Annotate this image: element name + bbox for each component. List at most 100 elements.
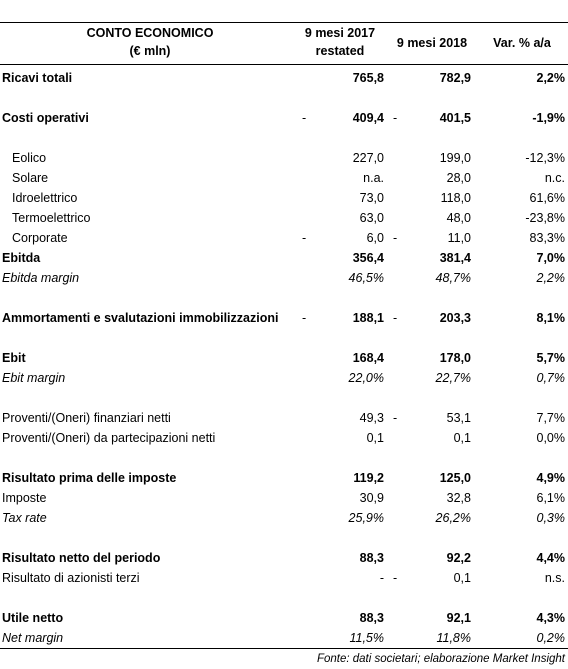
value-2017: 119,2 — [353, 471, 384, 485]
header-label: CONTO ECONOMICO — [86, 26, 214, 40]
value-2017: 11,5% — [349, 631, 384, 645]
value-var: -1,9% — [532, 111, 565, 125]
value-2017: 356,4 — [352, 251, 384, 265]
value-2018: 0,1 — [453, 571, 471, 585]
value-2018: 28,0 — [446, 171, 471, 185]
row-label: Utile netto — [2, 611, 64, 625]
value-var: -12,3% — [525, 151, 565, 165]
dash: - — [302, 231, 307, 245]
value-var: 0,0% — [536, 431, 566, 445]
value-2018: 401,5 — [439, 111, 471, 125]
value-var: 7,7% — [536, 411, 566, 425]
rule — [0, 22, 568, 23]
value-2018: 178,0 — [439, 351, 471, 365]
value-2017: 88,3 — [359, 551, 384, 565]
value-2017: 63,0 — [359, 211, 384, 225]
header-label: (€ mln) — [129, 44, 171, 58]
rule — [0, 64, 568, 65]
value-2018: 203,3 — [439, 311, 471, 325]
value-2017: 25,9% — [348, 511, 384, 525]
value-2018: 32,8 — [446, 491, 471, 505]
value-var: 4,9% — [536, 471, 566, 485]
row-label: Ebit — [2, 351, 26, 365]
value-var: 7,0% — [536, 251, 566, 265]
value-var: 61,6% — [529, 191, 565, 205]
row-label: Ebitda margin — [2, 271, 80, 285]
value-2017: 0,1 — [366, 431, 384, 445]
value-var: 83,3% — [529, 231, 565, 245]
value-var: 5,7% — [536, 351, 566, 365]
row-label: Net margin — [2, 631, 64, 645]
value-2018: 199,0 — [439, 151, 471, 165]
row-label: Imposte — [2, 491, 47, 505]
value-var: 0,7% — [536, 371, 566, 385]
value-2018: 26,2% — [435, 511, 471, 525]
value-2017: 49,3 — [359, 411, 384, 425]
row-label: Idroelettrico — [12, 191, 78, 205]
row-label: Corporate — [12, 231, 68, 245]
value-2018: 92,2 — [446, 551, 471, 565]
header-2017: 9 mesi 2017 — [304, 26, 376, 40]
dash: - — [393, 571, 398, 585]
dash: - — [393, 111, 398, 125]
row-label: Eolico — [12, 151, 47, 165]
value-var: 0,2% — [536, 631, 566, 645]
header-var: Var. % a/a — [493, 36, 551, 50]
value-2018: 11,0 — [447, 231, 471, 245]
row-label: Ricavi totali — [2, 71, 73, 85]
row-label: Tax rate — [2, 511, 47, 525]
header-2018: 9 mesi 2018 — [396, 36, 468, 50]
row-label: Proventi/(Oneri) finanziari netti — [2, 411, 171, 425]
value-var: 2,2% — [536, 271, 566, 285]
value-var: 8,1% — [536, 311, 566, 325]
value-2017: n.a. — [363, 171, 384, 185]
row-label: Termoelettrico — [12, 211, 91, 225]
value-2017: 22,0% — [348, 371, 384, 385]
row-label: Risultato di azionisti terzi — [2, 571, 140, 585]
dash: - — [393, 411, 398, 425]
value-2017: 46,5% — [348, 271, 384, 285]
source-note: Fonte: dati societari; elaborazione Mark… — [316, 653, 565, 665]
value-var: n.s. — [544, 571, 565, 585]
value-2018: 381,4 — [439, 251, 471, 265]
value-var: -23,8% — [525, 211, 565, 225]
rule — [0, 648, 568, 649]
value-var: 2,2% — [536, 71, 566, 85]
row-label: Proventi/(Oneri) da partecipazioni netti — [2, 431, 216, 445]
value-2017: 168,4 — [352, 351, 384, 365]
value-2018: 92,1 — [446, 611, 471, 625]
value-2017: 73,0 — [359, 191, 384, 205]
row-label: Costi operativi — [2, 111, 89, 125]
value-2018: 118,0 — [440, 191, 471, 205]
row-label: Ammortamenti e svalutazioni immobilizzaz… — [2, 311, 279, 325]
value-2017: 227,0 — [352, 151, 384, 165]
value-2018: 782,9 — [439, 71, 471, 85]
value-2017: 188,1 — [352, 311, 384, 325]
row-label: Risultato prima delle imposte — [2, 471, 177, 485]
row-label: Risultato netto del periodo — [2, 551, 161, 565]
row-label: Ebitda — [2, 251, 41, 265]
value-var: n.c. — [544, 171, 565, 185]
value-2018: 48,0 — [446, 211, 471, 225]
value-var: 6,1% — [536, 491, 566, 505]
value-2018: 0,1 — [453, 431, 471, 445]
dash: - — [393, 311, 398, 325]
value-2018: 22,7% — [435, 371, 471, 385]
value-2018: 48,7% — [435, 271, 471, 285]
dash: - — [302, 111, 307, 125]
value-2018: 53,1 — [446, 411, 471, 425]
dash: - — [393, 231, 398, 245]
row-label: Ebit margin — [2, 371, 66, 385]
value-var: 4,4% — [536, 551, 566, 565]
value-2017: - — [379, 571, 384, 585]
value-var: 4,3% — [536, 611, 566, 625]
dash: - — [302, 311, 307, 325]
value-2017: 765,8 — [352, 71, 384, 85]
value-2017: 30,9 — [359, 491, 384, 505]
value-var: 0,3% — [536, 511, 566, 525]
value-2018: 11,8% — [436, 631, 471, 645]
row-label: Solare — [12, 171, 49, 185]
header-2017: restated — [315, 44, 365, 58]
value-2017: 88,3 — [359, 611, 384, 625]
